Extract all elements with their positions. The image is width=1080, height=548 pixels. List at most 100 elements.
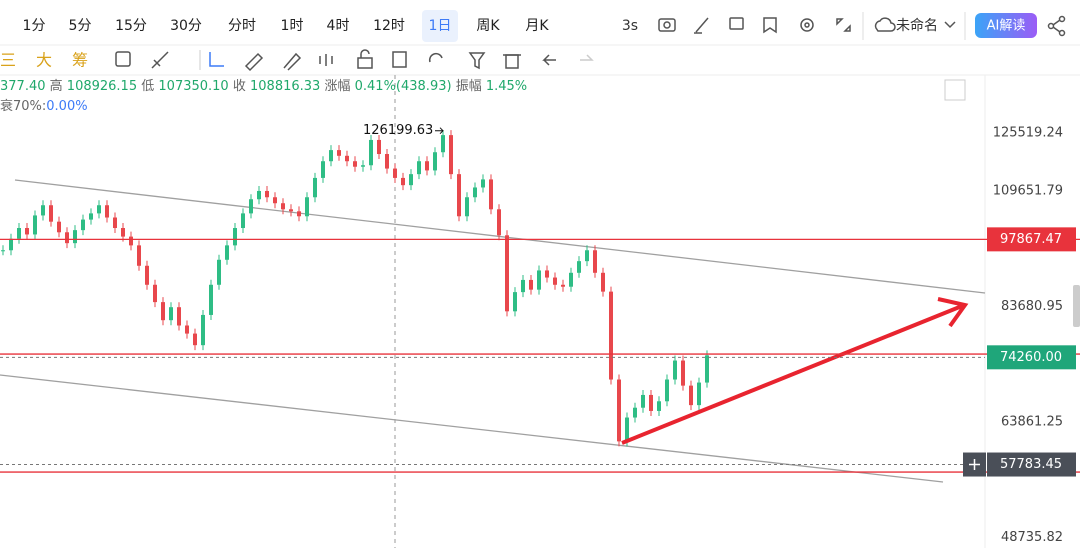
interval[interactable]: 月K: [525, 18, 549, 34]
candle: [281, 203, 285, 210]
candle: [585, 250, 589, 262]
ohlc-label: 振幅: [456, 79, 482, 94]
candle: [217, 259, 221, 285]
add-alert-icon: [969, 459, 980, 471]
candle: [481, 179, 485, 188]
ohlc-value: 377.40: [0, 79, 46, 94]
candle: [385, 154, 389, 169]
candle: [521, 279, 525, 293]
candle: [593, 250, 597, 273]
ohlc-label: 低: [141, 79, 154, 94]
candle: [625, 417, 629, 442]
price-tag: [987, 345, 1076, 370]
indicator-value: 0.00%: [46, 99, 87, 114]
candle: [633, 407, 637, 418]
candle: [577, 261, 581, 273]
candle: [81, 219, 85, 231]
ai-button-label[interactable]: AI解读: [987, 19, 1026, 34]
ohlc-value: 108926.15: [67, 79, 137, 94]
candle: [249, 199, 253, 214]
layout-name[interactable]: 未命名: [896, 17, 938, 34]
drawing-tools[interactable]: [115, 49, 594, 72]
interval[interactable]: 1时: [281, 18, 304, 34]
side-tab[interactable]: [1073, 285, 1080, 327]
candle: [569, 272, 573, 287]
tool[interactable]: 三: [0, 51, 16, 70]
price-tag: [987, 452, 1076, 477]
price-tick: 63861.25: [1001, 414, 1063, 429]
price-tick: 109651.79: [993, 183, 1063, 198]
plot: [0, 75, 986, 548]
candle: [97, 205, 101, 214]
tool[interactable]: 大: [36, 51, 52, 70]
indicator: 衰70%:0.00%: [0, 98, 88, 114]
candle: [369, 139, 373, 166]
ohlc-value: 0.41%(438.93): [355, 79, 452, 94]
candle: [529, 279, 533, 290]
candle: [297, 211, 301, 217]
candle: [209, 284, 213, 315]
candle: [441, 135, 445, 153]
interval[interactable]: 1日: [429, 18, 452, 34]
interval[interactable]: 4时: [327, 18, 350, 34]
interval[interactable]: 30分: [170, 18, 202, 34]
candle: [257, 190, 261, 200]
candle: [265, 190, 269, 198]
candle: [185, 325, 189, 334]
interval[interactable]: 15分: [115, 18, 147, 34]
interval[interactable]: 5分: [69, 18, 92, 34]
candle: [417, 161, 421, 175]
candle: [449, 135, 453, 175]
candle: [393, 168, 397, 178]
candle: [553, 277, 557, 285]
interval[interactable]: 1分: [23, 18, 46, 34]
candle: [697, 382, 701, 406]
candle: [377, 139, 381, 155]
toolbar-icons[interactable]: [658, 15, 1066, 37]
interval[interactable]: 分时: [228, 18, 256, 34]
candle: [641, 394, 645, 408]
candle: [601, 272, 605, 292]
candle: [161, 302, 165, 321]
price-tick: 48735.82: [1001, 530, 1063, 545]
price-tick: 125519.24: [993, 126, 1063, 141]
candle: [345, 155, 349, 162]
interval[interactable]: 12时: [373, 18, 405, 34]
candle: [233, 228, 237, 246]
interval[interactable]: 周K: [476, 18, 500, 34]
tool[interactable]: 筹: [72, 51, 88, 70]
candle: [513, 292, 517, 312]
candle: [497, 209, 501, 236]
candle: [17, 228, 21, 239]
candle: [561, 284, 565, 287]
ai-button[interactable]: [975, 13, 1037, 38]
candle: [105, 205, 109, 218]
high-marker-arrow: [435, 127, 444, 135]
price-tick: 83680.95: [1001, 299, 1063, 314]
candle: [505, 235, 509, 312]
candle: [689, 385, 693, 406]
candles: [1, 130, 709, 447]
candle: [649, 394, 653, 411]
candle: [617, 379, 621, 442]
candle: [537, 270, 541, 290]
candle: [353, 161, 357, 167]
candle: [273, 197, 277, 204]
refresh-rate[interactable]: 3s: [622, 18, 638, 34]
candle: [681, 360, 685, 386]
fullscreen-button[interactable]: [944, 79, 966, 101]
candle: [9, 238, 13, 251]
candle: [665, 379, 669, 402]
candle: [289, 209, 293, 212]
candle: [473, 187, 477, 198]
candle: [121, 228, 125, 237]
candle: [409, 174, 413, 186]
candle: [457, 174, 461, 217]
candle: [193, 333, 197, 346]
price-tag-label: 74260.00: [1000, 350, 1062, 365]
candle: [433, 152, 437, 171]
ohlc-value: 107350.10: [158, 79, 228, 94]
candle: [49, 205, 53, 222]
candle: [489, 179, 493, 210]
